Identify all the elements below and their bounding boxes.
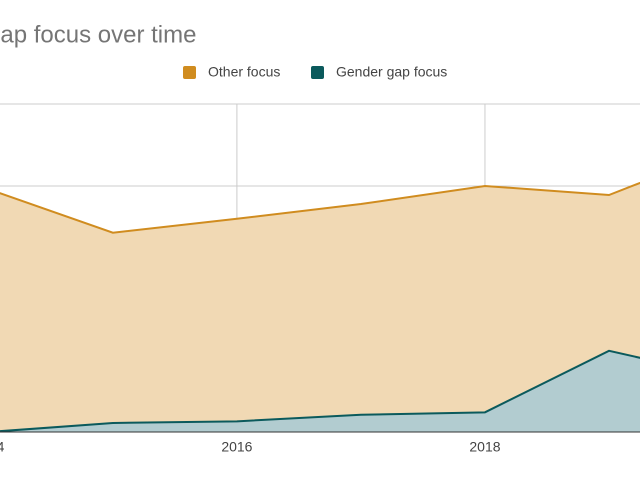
x-tick-label: 2016 xyxy=(221,439,252,455)
line xyxy=(0,349,640,433)
x-tick-label: 2018 xyxy=(469,439,500,455)
area xyxy=(0,182,640,432)
line xyxy=(0,181,640,234)
legend-swatch xyxy=(311,66,324,79)
legend-label: Gender gap focus xyxy=(336,64,447,80)
x-tick-label: 2014 xyxy=(0,439,5,455)
chart-title: gap focus over time xyxy=(0,21,196,48)
plot-area xyxy=(0,181,640,433)
area xyxy=(0,350,640,432)
legend-swatch xyxy=(183,66,196,79)
legend-label: Other focus xyxy=(208,64,280,80)
labels: 2014 2016 2018 Other focus Gender gap focus xyxy=(0,64,640,455)
